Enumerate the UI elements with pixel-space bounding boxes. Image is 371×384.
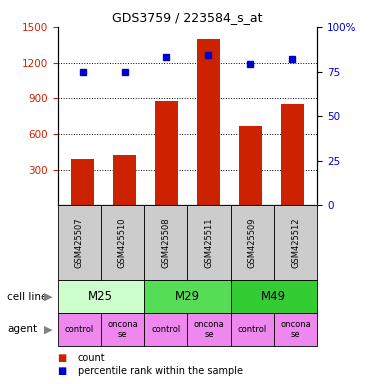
Text: oncona
se: oncona se bbox=[280, 319, 311, 339]
Text: GSM425508: GSM425508 bbox=[161, 218, 170, 268]
Title: GDS3759 / 223584_s_at: GDS3759 / 223584_s_at bbox=[112, 11, 263, 24]
Bar bbox=[155, 101, 178, 205]
Bar bbox=[113, 156, 136, 205]
Text: GSM425510: GSM425510 bbox=[118, 218, 127, 268]
Text: ▶: ▶ bbox=[44, 291, 52, 302]
Text: count: count bbox=[78, 353, 105, 363]
Text: M49: M49 bbox=[261, 290, 286, 303]
Text: ■: ■ bbox=[58, 353, 67, 363]
Text: control: control bbox=[238, 325, 267, 334]
Bar bbox=[71, 159, 94, 205]
Text: M29: M29 bbox=[175, 290, 200, 303]
Bar bbox=[197, 39, 220, 205]
Bar bbox=[280, 104, 303, 205]
Text: oncona
se: oncona se bbox=[107, 319, 138, 339]
Bar bbox=[239, 126, 262, 205]
Text: agent: agent bbox=[7, 324, 37, 334]
Text: percentile rank within the sample: percentile rank within the sample bbox=[78, 366, 243, 376]
Text: M25: M25 bbox=[88, 290, 113, 303]
Text: cell line: cell line bbox=[7, 291, 48, 302]
Text: GSM425507: GSM425507 bbox=[75, 218, 83, 268]
Text: GSM425509: GSM425509 bbox=[248, 218, 257, 268]
Text: ■: ■ bbox=[58, 366, 67, 376]
Text: GSM425511: GSM425511 bbox=[204, 218, 213, 268]
Text: GSM425512: GSM425512 bbox=[291, 218, 300, 268]
Text: control: control bbox=[65, 325, 94, 334]
Text: oncona
se: oncona se bbox=[194, 319, 224, 339]
Text: ▶: ▶ bbox=[44, 324, 52, 334]
Text: control: control bbox=[151, 325, 180, 334]
